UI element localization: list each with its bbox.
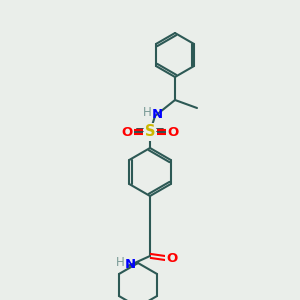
Text: =: = [155, 124, 165, 137]
Text: H: H [142, 106, 152, 119]
Text: N: N [152, 109, 163, 122]
Text: H: H [116, 256, 124, 269]
Text: S: S [145, 124, 155, 140]
Text: O: O [167, 251, 178, 265]
Text: O: O [167, 125, 178, 139]
Text: N: N [124, 259, 136, 272]
Text: =: = [135, 124, 145, 137]
Text: O: O [122, 125, 133, 139]
